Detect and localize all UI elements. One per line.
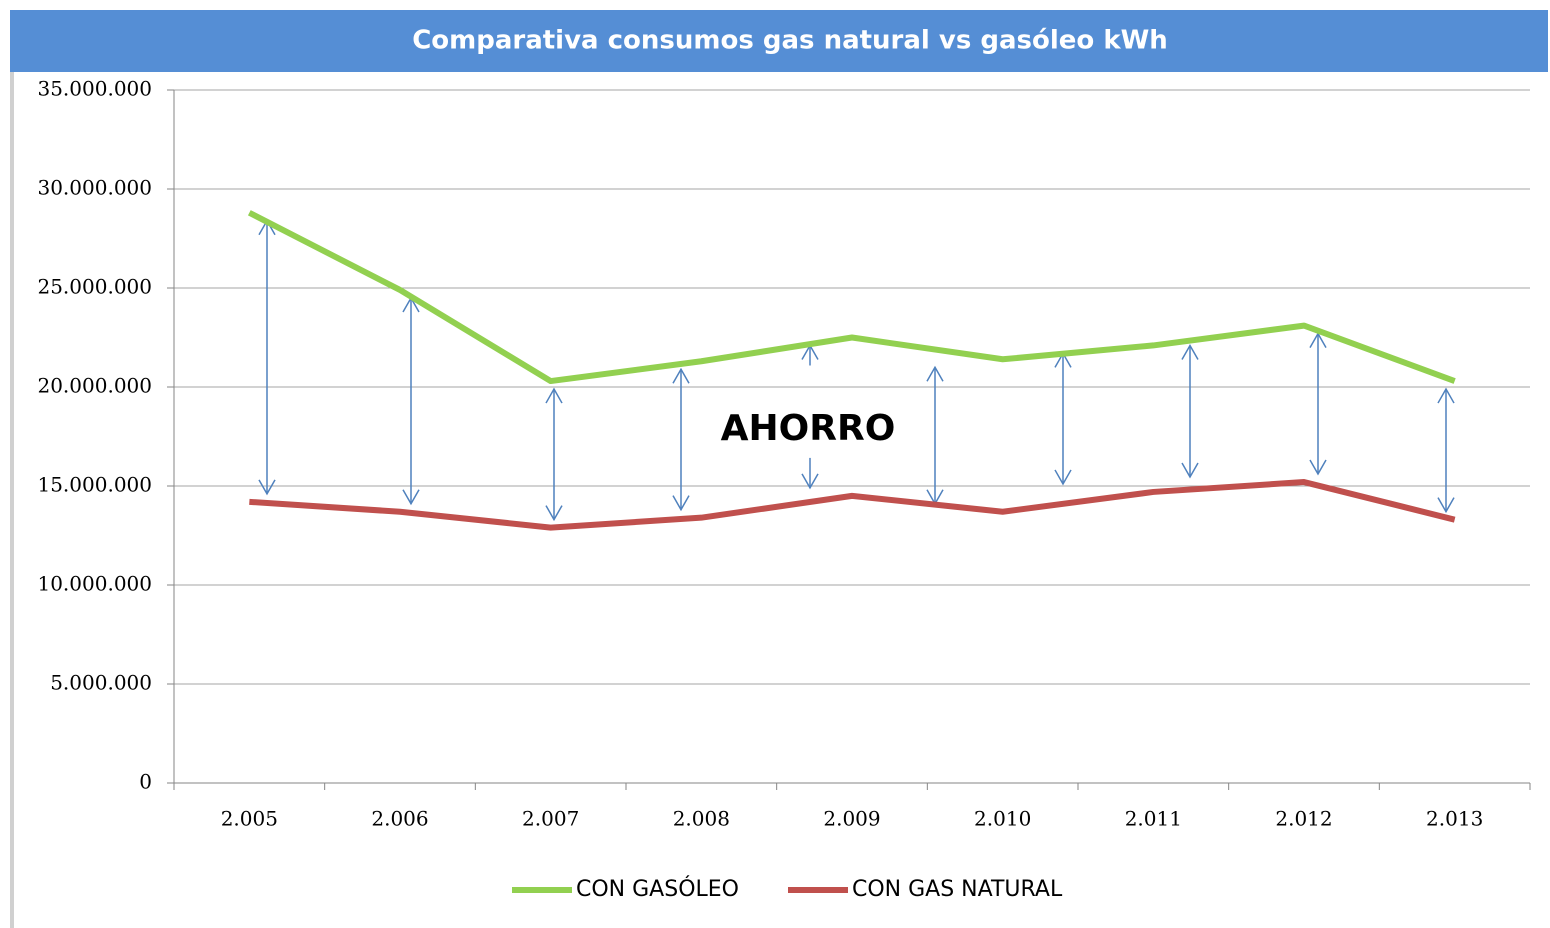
y-tick-label: 15.000.000 <box>37 473 152 497</box>
title-bar <box>10 10 1548 72</box>
annotation: AHORRO <box>721 408 896 449</box>
x-tick-label: 2.013 <box>1426 807 1483 831</box>
arrow-head <box>1309 459 1327 476</box>
arrow-head <box>801 473 819 490</box>
arrow-head <box>545 387 563 404</box>
arrow-head <box>926 365 944 382</box>
arrow-head <box>402 489 420 506</box>
chart-title: Comparativa consumos gas natural vs gasó… <box>412 26 1168 56</box>
arrow-head <box>672 367 690 384</box>
y-tick-label: 25.000.000 <box>37 275 152 299</box>
x-tick-label: 2.008 <box>673 807 730 831</box>
arrow-head <box>545 505 563 522</box>
series-line <box>249 479 1456 531</box>
x-tick-label: 2.005 <box>221 807 278 831</box>
y-tick-label: 0 <box>139 770 152 794</box>
arrow-head <box>1181 344 1199 360</box>
x-tick-label: 2.007 <box>522 807 579 831</box>
x-tick-label: 2.012 <box>1275 807 1332 831</box>
arrow-head <box>1437 497 1455 514</box>
series-line <box>247 210 1456 385</box>
arrow-head <box>1054 469 1072 486</box>
x-tick-label: 2.006 <box>371 807 428 831</box>
y-tick-label: 20.000.000 <box>37 374 152 398</box>
arrow-head <box>672 495 690 512</box>
x-tick-label: 2.011 <box>1125 807 1182 831</box>
legend-label: CON GASÓLEO <box>576 876 739 902</box>
legend-label: CON GAS NATURAL <box>852 877 1063 902</box>
arrow-head <box>1437 387 1455 404</box>
y-tick-label: 5.000.000 <box>50 671 152 695</box>
arrow-head <box>258 479 276 496</box>
y-tick-label: 35.000.000 <box>37 77 152 101</box>
arrow-head <box>1181 462 1199 479</box>
y-tick-label: 10.000.000 <box>37 572 152 596</box>
y-tick-label: 30.000.000 <box>37 176 152 200</box>
x-tick-label: 2.009 <box>823 807 880 831</box>
x-tick-label: 2.010 <box>974 807 1031 831</box>
